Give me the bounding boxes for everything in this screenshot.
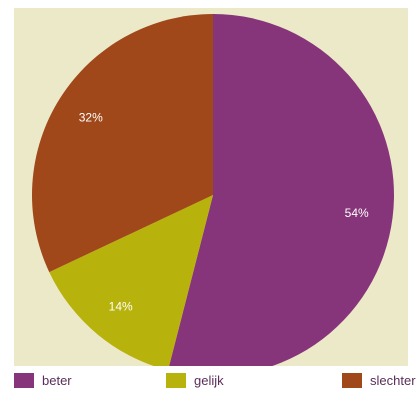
slice-label-gelijk: 14%: [109, 300, 133, 314]
pie-slice-beter: [169, 14, 394, 366]
pie-slice-slechter: [31, 14, 213, 273]
slice-label-beter: 54%: [345, 206, 369, 220]
legend-item-slechter: slechter: [342, 373, 416, 388]
legend-item-beter: beter: [14, 373, 72, 388]
legend-label-gelijk: gelijk: [194, 373, 224, 388]
legend-label-slechter: slechter: [370, 373, 416, 388]
chart-plot-area: 54% 14% 32%: [14, 8, 408, 366]
legend-item-gelijk: gelijk: [166, 373, 224, 388]
legend-swatch-gelijk: [166, 373, 186, 388]
chart-legend: beter gelijk slechter: [14, 370, 416, 390]
legend-swatch-beter: [14, 373, 34, 388]
pie-slice-gelijk: [49, 195, 213, 366]
slice-label-slechter: 32%: [79, 110, 103, 124]
legend-label-beter: beter: [42, 373, 72, 388]
legend-swatch-slechter: [342, 373, 362, 388]
pie-chart: 54% 14% 32%: [31, 14, 394, 366]
